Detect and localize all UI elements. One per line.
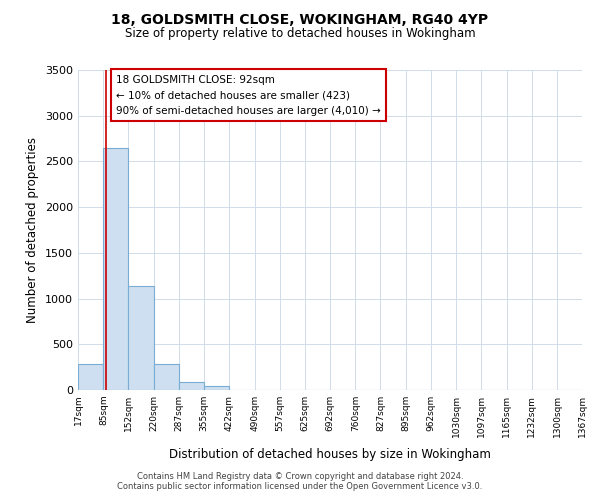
X-axis label: Distribution of detached houses by size in Wokingham: Distribution of detached houses by size … bbox=[169, 448, 491, 461]
Text: Contains HM Land Registry data © Crown copyright and database right 2024.: Contains HM Land Registry data © Crown c… bbox=[137, 472, 463, 481]
Bar bbox=[128, 286, 154, 390]
Bar bbox=[179, 382, 204, 390]
Y-axis label: Number of detached properties: Number of detached properties bbox=[26, 137, 40, 323]
Text: 18 GOLDSMITH CLOSE: 92sqm
← 10% of detached houses are smaller (423)
90% of semi: 18 GOLDSMITH CLOSE: 92sqm ← 10% of detac… bbox=[116, 74, 381, 116]
Text: Contains public sector information licensed under the Open Government Licence v3: Contains public sector information licen… bbox=[118, 482, 482, 491]
Text: 18, GOLDSMITH CLOSE, WOKINGHAM, RG40 4YP: 18, GOLDSMITH CLOSE, WOKINGHAM, RG40 4YP bbox=[112, 12, 488, 26]
Bar bbox=[204, 386, 229, 390]
Bar bbox=[154, 364, 179, 390]
Bar bbox=[103, 148, 128, 390]
Text: Size of property relative to detached houses in Wokingham: Size of property relative to detached ho… bbox=[125, 28, 475, 40]
Bar bbox=[78, 364, 103, 390]
